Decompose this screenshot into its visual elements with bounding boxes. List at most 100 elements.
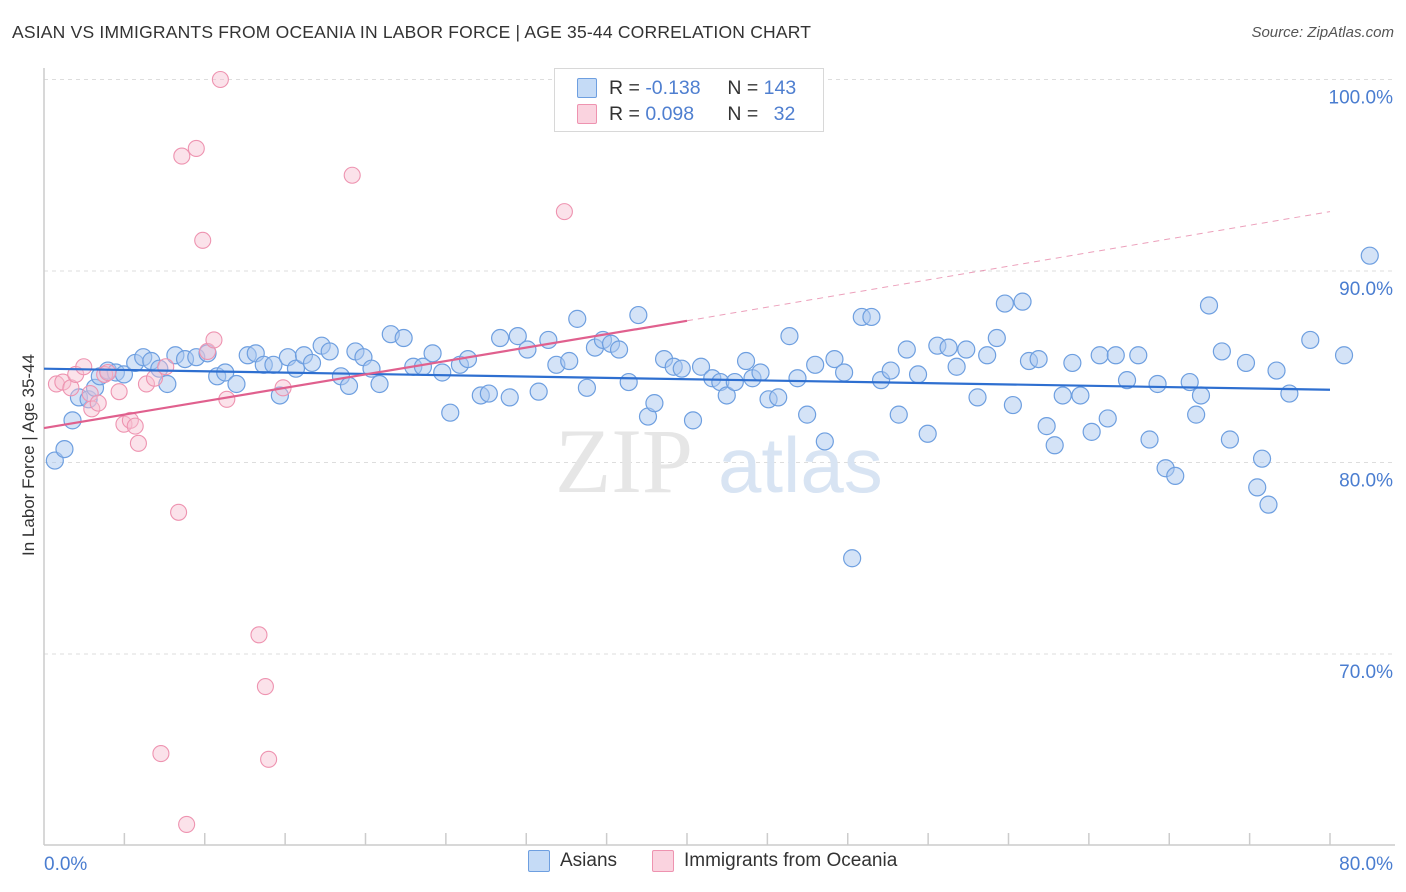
asian-point: [736, 351, 756, 371]
asian-point: [835, 363, 854, 382]
oceania-point: [157, 358, 175, 376]
asian-point: [150, 359, 169, 378]
asian-point: [560, 351, 579, 371]
asian-point: [825, 349, 844, 369]
oceania-point: [99, 363, 117, 382]
asian-point: [302, 353, 322, 373]
asian-point: [717, 386, 736, 405]
asian-point: [769, 388, 788, 407]
oceania-point: [194, 231, 212, 249]
asian-point: [577, 378, 597, 397]
asian-point: [1106, 346, 1125, 365]
oceania-point: [89, 394, 107, 412]
asians-legend-label: Asians: [560, 850, 618, 871]
asian-point: [1360, 246, 1379, 265]
asian-point: [1301, 330, 1320, 350]
asian-point: [158, 374, 177, 394]
asian-point: [529, 382, 548, 401]
asian-point: [1191, 386, 1211, 405]
y-tick-label: 80.0%: [1339, 471, 1393, 492]
asian-point: [619, 372, 638, 392]
asian-point: [939, 338, 958, 357]
asian-point: [780, 327, 799, 346]
y-tick-label: 70.0%: [1339, 662, 1393, 683]
tick-labels: 70.0% 80.0% 90.0% 100.0% 0.0% 80.0%: [44, 88, 1393, 876]
r-label: R =: [609, 102, 640, 125]
oceania-point: [62, 379, 80, 397]
asian-point: [968, 388, 987, 407]
n-value: 32: [773, 102, 796, 125]
asian-point: [918, 424, 937, 443]
asian-point: [1248, 478, 1267, 497]
asian-point: [957, 340, 976, 359]
x-tick-label-max: 80.0%: [1339, 854, 1393, 875]
oceania-trend-extension: [686, 211, 1331, 322]
axes: [43, 68, 1395, 846]
y-tick-label: 100.0%: [1329, 88, 1394, 109]
source-label: Source: ZipAtlas.com: [1251, 24, 1394, 41]
asian-point: [1090, 346, 1109, 365]
asian-point: [1053, 386, 1072, 405]
n-label: N =: [727, 102, 759, 125]
asian-point: [1117, 371, 1137, 390]
asian-point: [806, 355, 825, 374]
asian-point: [1037, 417, 1056, 436]
asian-point: [645, 394, 664, 413]
asian-point: [339, 376, 359, 395]
asian-point: [1267, 361, 1286, 380]
oceania-trend-line: [43, 319, 688, 430]
stats-legend: R = -0.138 N = 143 R = 0.098 N = 32: [554, 68, 824, 132]
asian-point: [227, 374, 246, 394]
asian-point: [947, 357, 966, 376]
oceania-point: [170, 503, 188, 521]
asian-point: [1236, 353, 1256, 373]
oceania-point: [152, 745, 170, 763]
asian-point: [1220, 430, 1240, 449]
asian-point: [479, 384, 498, 403]
legend-item-asians[interactable]: Asians: [528, 850, 617, 872]
asian-point: [1148, 374, 1167, 394]
asian-point: [1029, 349, 1048, 369]
asian-point: [788, 369, 807, 388]
legend-item-oceania[interactable]: Immigrants from Oceania: [652, 850, 897, 872]
asian-point: [1252, 449, 1272, 468]
oceania-point: [211, 70, 229, 89]
oceania-point: [555, 203, 573, 221]
oceania-point: [256, 678, 274, 696]
asian-point: [1003, 395, 1022, 415]
asians-swatch: [577, 78, 597, 98]
asian-point: [609, 340, 629, 359]
asian-point: [1098, 409, 1117, 428]
x-tick-label-min: 0.0%: [44, 854, 87, 875]
asian-point: [815, 432, 834, 451]
oceania-point: [205, 331, 223, 349]
oceania-points: [47, 70, 573, 833]
chart-title: ASIAN VS IMMIGRANTS FROM OCEANIA IN LABO…: [12, 22, 812, 42]
asian-point: [1045, 436, 1064, 455]
asian-point: [1063, 353, 1082, 373]
asian-point: [1140, 430, 1159, 449]
oceania-legend-label: Immigrants from Oceania: [684, 850, 898, 871]
oceania-point: [126, 417, 144, 435]
legend-row-oceania: R = 0.098 N = 32: [577, 101, 795, 127]
asian-point: [320, 342, 339, 361]
asian-point: [683, 411, 703, 430]
asian-point: [1013, 292, 1032, 311]
asian-point: [1199, 296, 1219, 315]
asian-point: [908, 365, 928, 384]
asian-point: [987, 328, 1006, 348]
oceania-point: [250, 626, 268, 644]
oceania-point: [129, 434, 147, 452]
asian-point: [881, 361, 900, 380]
asian-point: [370, 374, 389, 394]
asian-point: [433, 363, 452, 382]
trend-lines: [43, 211, 1331, 430]
asians-legend-swatch: [528, 850, 550, 872]
oceania-point: [75, 358, 93, 376]
asian-point: [55, 439, 74, 459]
asian-point: [691, 357, 711, 376]
y-axis-label: In Labor Force | Age 35-44: [19, 354, 38, 556]
asians-points: [45, 246, 1379, 568]
n-value: 143: [763, 76, 797, 99]
